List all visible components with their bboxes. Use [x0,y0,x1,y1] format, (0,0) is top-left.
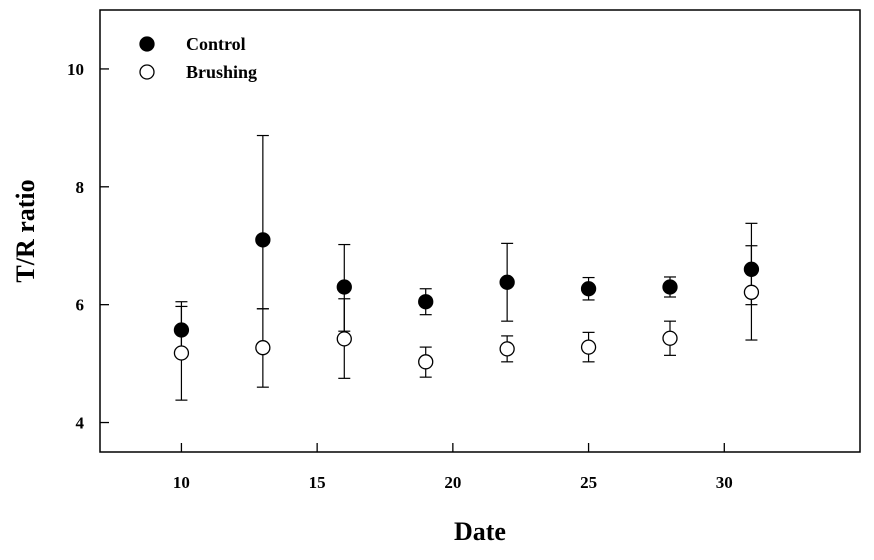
x-tick-label: 25 [580,473,597,492]
control-point [255,232,271,248]
y-tick-label: 6 [76,296,85,315]
legend-marker-control [139,36,155,52]
brushing-point [418,354,434,370]
control-point [580,281,597,297]
x-axis-label: Date [454,517,506,546]
legend-label-brushing: Brushing [186,62,257,82]
brushing-point [662,330,678,346]
brushing-point [499,341,515,357]
brushing-point [743,284,760,300]
control-point [418,294,434,310]
brushing-point [255,340,271,356]
error-bars [175,134,758,401]
y-axis-label: T/R ratio [11,179,40,282]
x-tick-label: 15 [309,473,326,492]
brushing-point [336,331,352,347]
legend-label-control: Control [186,34,246,54]
x-tick-label: 20 [444,473,461,492]
control-point [336,279,352,295]
control-point [743,261,760,277]
control-point [662,279,678,295]
brushing-point [173,345,190,361]
data-points [173,232,760,370]
y-tick-label: 4 [76,414,85,433]
control-point [173,322,190,338]
y-tick-label: 10 [67,60,84,79]
legend-marker-brushing [139,64,155,80]
legend: Control Brushing [139,34,257,82]
x-tick-label: 10 [173,473,190,492]
y-tick-label: 8 [76,178,85,197]
brushing-point [580,339,597,355]
x-tick-label: 30 [716,473,733,492]
control-point [499,274,515,290]
axis-ticks: 10 15 20 25 30 4 6 8 10 [67,60,733,492]
plot-frame [99,9,861,453]
